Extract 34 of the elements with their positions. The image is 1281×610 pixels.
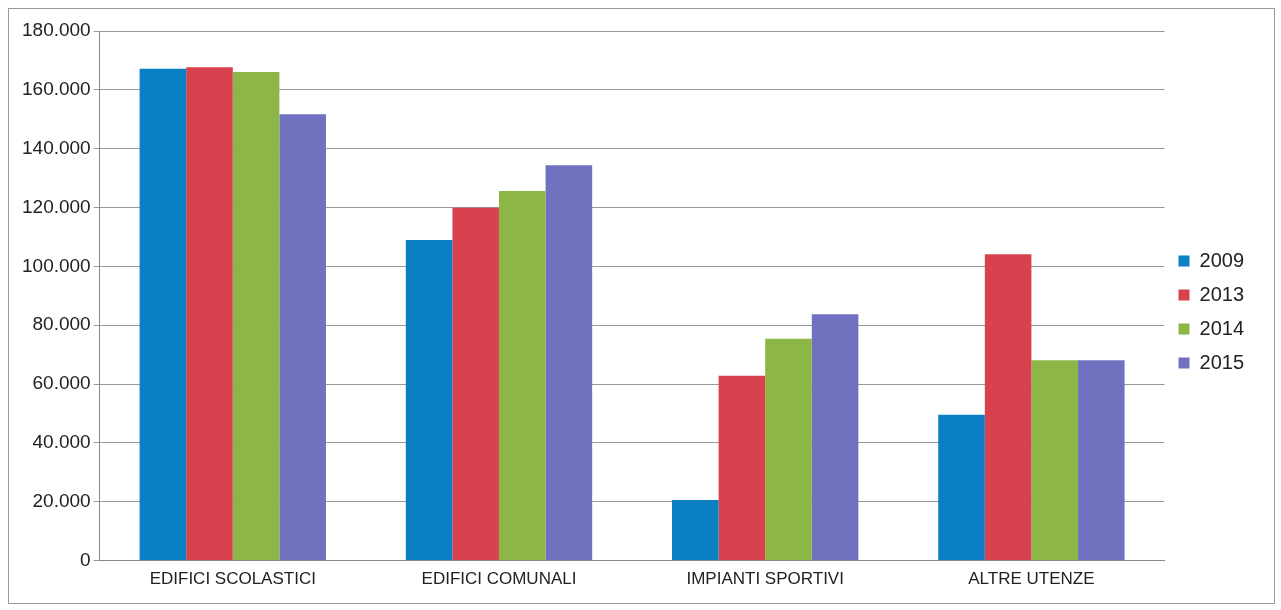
bar <box>1077 360 1125 561</box>
bar <box>452 207 499 561</box>
bar <box>545 165 593 561</box>
y-tick-label: 60.000 <box>32 372 91 394</box>
bar <box>498 191 546 561</box>
bar <box>405 239 453 561</box>
bar <box>718 375 766 561</box>
y-tick-label: 20.000 <box>32 489 91 511</box>
legend-label: 2014 <box>1199 316 1245 339</box>
bar <box>811 314 859 561</box>
y-tick-label: 40.000 <box>32 431 91 453</box>
x-tick-label: EDIFICI SCOLASTICI <box>149 569 316 589</box>
y-tick-label: 160.000 <box>21 78 91 100</box>
bar <box>672 499 719 561</box>
y-tick-label: 100.000 <box>21 254 91 276</box>
bar <box>232 71 280 561</box>
x-tick-label: ALTRE UTENZE <box>968 569 1095 589</box>
legend-label: 2013 <box>1199 282 1245 305</box>
bar <box>186 67 233 561</box>
bar <box>279 114 326 561</box>
y-tick-label: 140.000 <box>21 136 91 158</box>
y-tick-label: 80.000 <box>32 313 91 335</box>
bar <box>938 414 985 561</box>
bar <box>765 338 812 561</box>
legend-label: 2015 <box>1199 350 1245 373</box>
y-tick-label: 180.000 <box>21 19 91 41</box>
x-tick-label: IMPIANTI SPORTIVI <box>686 569 844 589</box>
legend-label: 2009 <box>1199 248 1245 271</box>
x-tick-label: EDIFICI COMUNALI <box>421 569 577 589</box>
bar <box>1031 360 1078 561</box>
bar <box>984 254 1032 561</box>
y-tick-label: 0 <box>80 548 91 570</box>
y-tick-label: 120.000 <box>21 195 91 217</box>
bar <box>139 68 187 561</box>
